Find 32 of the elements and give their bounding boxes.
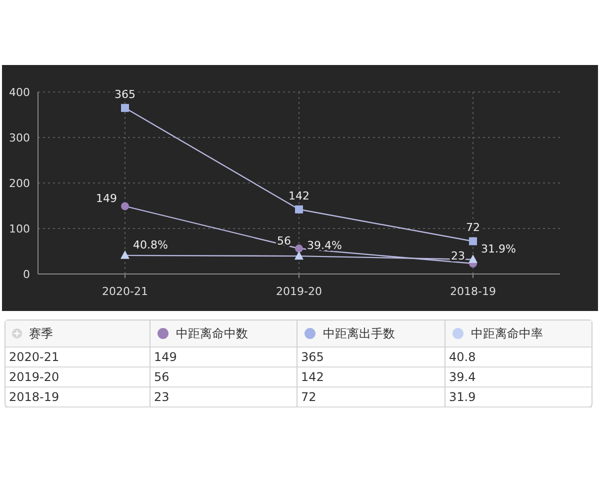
data-label: 365 xyxy=(114,88,136,101)
text: 56 xyxy=(154,370,170,384)
category-label: 2018-19 xyxy=(9,390,60,404)
x-tick-label: 2019-20 xyxy=(276,285,322,298)
y-tick-label: 100 xyxy=(9,222,30,236)
data-label: 39.4% xyxy=(307,239,342,252)
x-tick-label: 2020-21 xyxy=(102,285,148,298)
x-tick-label: 2018-19 xyxy=(450,285,496,298)
text: 23 xyxy=(154,390,170,404)
y-tick-label: 400 xyxy=(9,86,30,99)
category-label: 2019-20 xyxy=(9,370,60,384)
y-tick-label: 200 xyxy=(9,177,30,190)
text: 72 xyxy=(301,390,316,404)
data-label: 56 xyxy=(277,234,291,248)
legend-label: 中距离命中数 xyxy=(176,326,248,340)
text: 40.8 xyxy=(449,350,476,364)
x-axis-title: 赛季 xyxy=(29,326,53,340)
data-label: 40.8% xyxy=(133,238,168,252)
legend-label: 中距离命中率 xyxy=(471,326,543,340)
data-label: 142 xyxy=(288,189,310,202)
text: 31.9 xyxy=(449,390,476,404)
text: 39.4 xyxy=(449,370,476,384)
data-label: 31.9% xyxy=(481,242,516,256)
data-label: 149 xyxy=(96,192,117,206)
text: 142 xyxy=(301,370,324,384)
text: 149 xyxy=(154,350,177,364)
text: 365 xyxy=(301,350,324,364)
data-label: 72 xyxy=(466,221,480,234)
category-label: 2020-21 xyxy=(9,350,60,364)
legend-label: 中距离出手数 xyxy=(323,326,395,340)
y-tick-label: 300 xyxy=(9,132,30,144)
y-tick-label: 0 xyxy=(23,268,30,281)
